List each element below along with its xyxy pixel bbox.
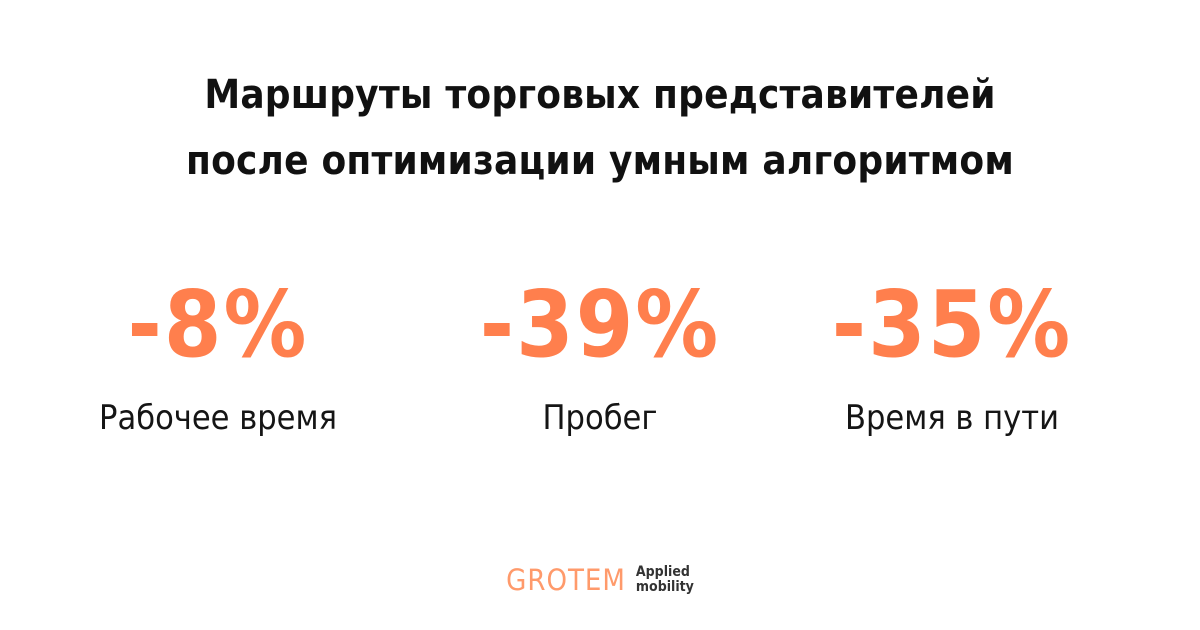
stat-mileage: -39% Пробег xyxy=(410,270,790,438)
stat-value: -35% xyxy=(831,271,1073,378)
stat-label: Пробег xyxy=(542,398,658,438)
brand-tagline-line-1: Applied xyxy=(635,564,690,580)
stat-value: -39% xyxy=(479,271,721,378)
brand-tagline-line-2: mobility xyxy=(635,579,694,595)
stat-label: Время в пути xyxy=(845,398,1059,438)
page-title: Маршруты торговых представителей после о… xyxy=(0,62,1200,194)
brand-tagline: Applied mobility xyxy=(636,565,694,595)
stat-value: -8% xyxy=(127,271,309,378)
brand-logo: GROTEM Applied mobility xyxy=(0,563,1200,597)
page-title-line-1: Маршруты торговых представителей xyxy=(204,72,996,118)
stat-working-time: -8% Рабочее время xyxy=(28,270,408,438)
brand-name: GROTEM xyxy=(506,563,626,597)
brand-logo-inner: GROTEM Applied mobility xyxy=(506,563,694,597)
stats-row: -8% Рабочее время -39% Пробег -35% Время… xyxy=(0,270,1200,460)
page-title-line-2: после оптимизации умным алгоритмом xyxy=(186,138,1014,184)
stat-label: Рабочее время xyxy=(99,398,337,438)
stat-travel-time: -35% Время в пути xyxy=(762,270,1142,438)
